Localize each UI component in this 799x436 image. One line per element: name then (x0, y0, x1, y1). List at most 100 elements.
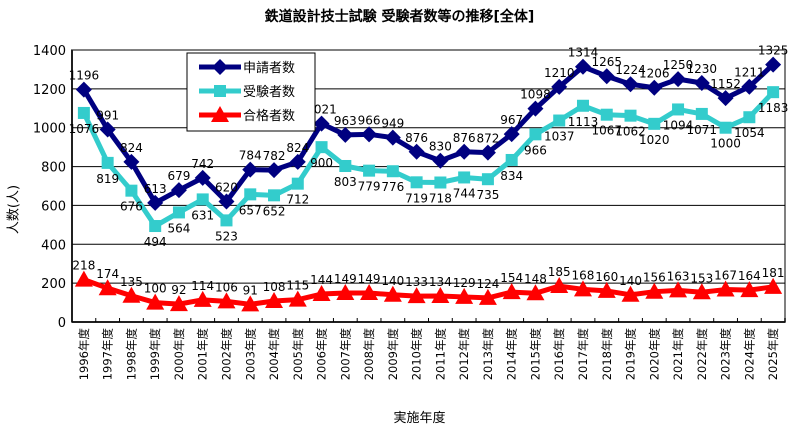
data-label: 613 (144, 182, 167, 196)
data-point-triangle (265, 292, 284, 309)
data-point-triangle (122, 286, 141, 303)
x-tick-label: 2012年度 (457, 328, 471, 381)
x-tick-label: 2003年度 (243, 328, 257, 381)
data-label: 174 (96, 267, 119, 281)
data-label: 966 (358, 113, 381, 127)
data-point-triangle (550, 277, 569, 294)
data-label: 803 (334, 175, 357, 189)
data-point-triangle (502, 283, 521, 300)
x-tick-label: 1999年度 (148, 328, 162, 381)
data-point-square (767, 86, 780, 99)
data-point-diamond (717, 90, 734, 107)
data-label: 124 (476, 277, 499, 291)
data-point-triangle (455, 287, 474, 304)
data-point-diamond (503, 126, 520, 143)
legend-label: 合格者数 (243, 108, 295, 124)
x-tick-label: 1998年度 (124, 328, 138, 381)
data-point-diamond (598, 68, 615, 85)
x-tick-label: 2009年度 (386, 328, 400, 381)
data-label: 784 (239, 149, 262, 163)
data-point-triangle (241, 295, 260, 312)
data-point-diamond (361, 126, 378, 143)
data-label: 115 (286, 279, 309, 293)
data-label: 819 (96, 172, 119, 186)
x-tick-label: 2002年度 (219, 328, 233, 381)
data-point-square (648, 117, 661, 130)
data-point-square (386, 165, 399, 178)
data-label: 824 (120, 141, 143, 155)
data-point-diamond (147, 194, 164, 211)
data-label: 718 (429, 192, 452, 206)
data-label: 1224 (615, 63, 646, 77)
legend-label: 受験者数 (243, 85, 295, 100)
data-label: 744 (453, 186, 476, 200)
data-point-diamond (337, 126, 354, 143)
data-point-square (196, 193, 209, 206)
data-label: 129 (453, 276, 476, 290)
data-point-square (458, 171, 471, 184)
legend-label: 申請者数 (243, 61, 295, 76)
data-label: 153 (690, 271, 713, 285)
data-point-square (672, 103, 685, 116)
data-label: 1250 (663, 58, 694, 72)
data-point-triangle (692, 283, 711, 300)
data-point-triangle (597, 281, 616, 298)
data-point-square (220, 214, 233, 227)
data-label: 494 (144, 235, 167, 249)
data-point-diamond (479, 144, 496, 161)
x-tick-label: 2008年度 (362, 328, 376, 381)
data-point-diamond (384, 129, 401, 146)
data-label: 830 (429, 140, 452, 154)
data-point-square (743, 111, 756, 124)
data-label: 106 (215, 280, 238, 294)
data-point-square (363, 164, 376, 177)
data-label: 620 (215, 181, 238, 195)
x-tick-label: 2013年度 (481, 328, 495, 381)
data-label: 134 (429, 275, 452, 289)
x-tick-label: 2022年度 (695, 328, 709, 381)
data-label: 1211 (734, 66, 765, 80)
data-label: 872 (476, 132, 499, 146)
data-label: 676 (120, 200, 143, 214)
data-point-triangle (336, 284, 355, 301)
data-point-square (529, 128, 542, 141)
legend-marker-icon (214, 85, 226, 97)
data-label: 1230 (687, 62, 718, 76)
data-point-square (339, 159, 352, 172)
x-tick-label: 2018年度 (600, 328, 614, 381)
data-label: 1098 (520, 88, 551, 102)
data-point-diamond (289, 153, 306, 170)
x-tick-label: 2023年度 (719, 328, 733, 381)
y-tick-label: 800 (41, 161, 66, 176)
data-point-triangle (740, 281, 759, 298)
y-tick-label: 0 (58, 316, 66, 331)
data-label: 144 (310, 273, 333, 287)
x-tick-label: 2020年度 (647, 328, 661, 381)
data-point-triangle (98, 279, 117, 296)
data-label: 967 (500, 113, 523, 127)
data-label: 712 (286, 193, 309, 207)
y-tick-label: 1200 (33, 83, 66, 98)
data-label: 782 (263, 149, 286, 163)
data-point-triangle (383, 285, 402, 302)
data-label: 1067 (591, 124, 622, 138)
data-point-diamond (741, 78, 758, 95)
data-label: 114 (191, 279, 214, 293)
data-label: 154 (500, 271, 523, 285)
x-axis-title: 実施年度 (393, 411, 446, 426)
data-point-diamond (242, 161, 259, 178)
data-label: 156 (643, 271, 666, 285)
x-tick-label: 2005年度 (291, 328, 305, 381)
data-point-triangle (716, 280, 735, 297)
data-point-square (101, 156, 114, 169)
data-point-triangle (669, 281, 688, 298)
data-point-square (268, 189, 281, 202)
data-label: 735 (476, 188, 499, 202)
x-tick-label: 2000年度 (172, 328, 186, 381)
data-point-diamond (456, 143, 473, 160)
data-label: 631 (191, 208, 214, 222)
data-label: 185 (548, 265, 571, 279)
